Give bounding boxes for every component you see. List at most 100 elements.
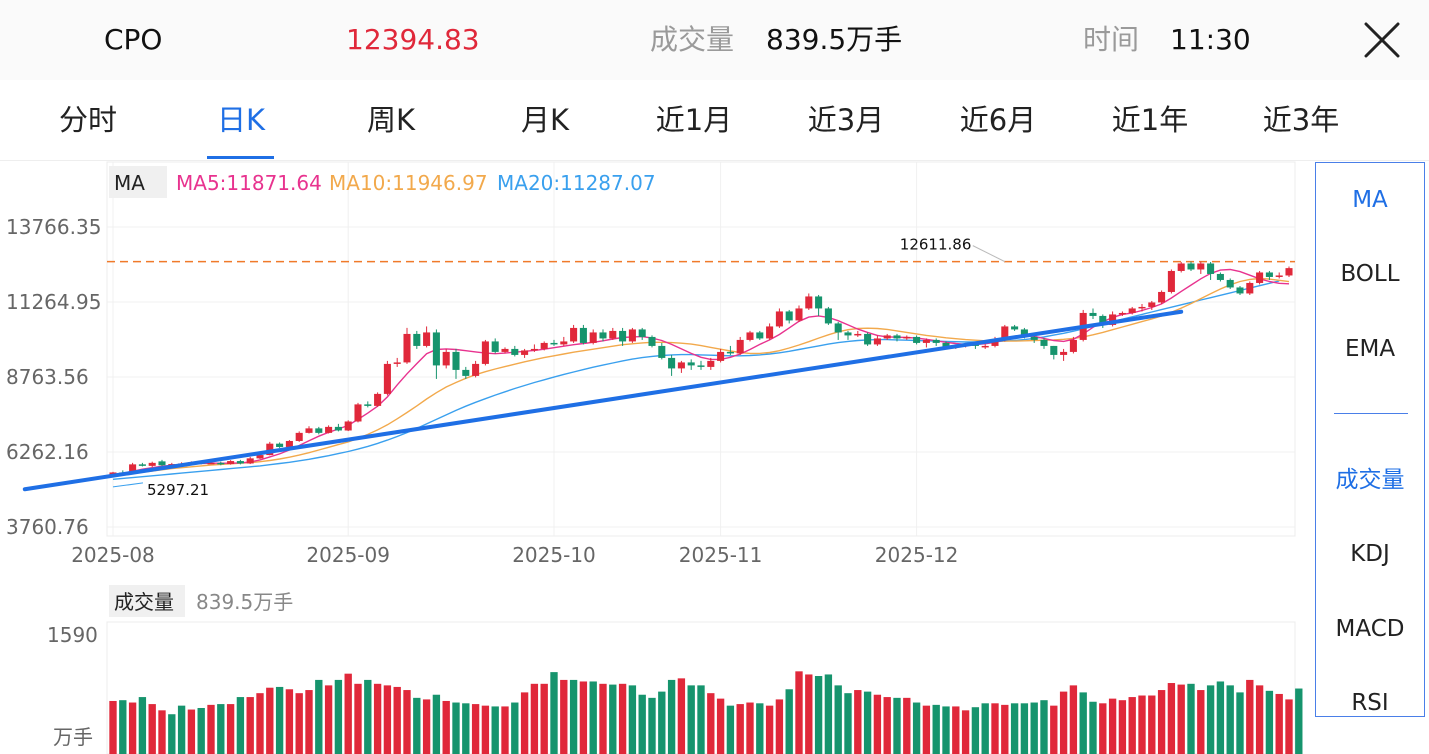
candle — [472, 360, 480, 378]
volume-bar — [373, 683, 382, 754]
candle-body — [374, 393, 382, 406]
tab-monthly-k[interactable]: 月K — [520, 103, 570, 137]
candle-body — [1148, 302, 1156, 307]
volume-panel: 成交量 839.5万手 1590 万手 — [47, 585, 1303, 754]
candle-body — [844, 332, 852, 336]
tab-1-year[interactable]: 近1年 — [1111, 103, 1189, 137]
tab-weekly-k[interactable]: 周K — [366, 103, 416, 137]
volume-bar — [912, 702, 921, 754]
indicator-volume[interactable]: 成交量 — [1335, 467, 1405, 493]
volume-value: 839.5万手 — [766, 23, 903, 56]
indicator-boll[interactable]: BOLL — [1340, 261, 1400, 287]
volume-bar — [609, 684, 617, 754]
tab-3-years[interactable]: 近3年 — [1262, 103, 1340, 137]
candle-body — [1020, 329, 1028, 337]
candle — [736, 336, 744, 355]
volume-bar — [579, 681, 588, 754]
volume-bar — [305, 690, 313, 754]
candle — [540, 341, 548, 351]
volume-bar — [716, 698, 725, 754]
candle — [854, 330, 862, 337]
candle-body — [1285, 268, 1293, 276]
candle-body — [217, 462, 225, 465]
volume-bar — [1255, 685, 1264, 754]
candle-body — [589, 332, 597, 343]
kline-chart[interactable]: 13766.35 11264.95 8763.56 6262.16 3760.7… — [0, 160, 1429, 754]
volume-bar — [1108, 698, 1117, 754]
volume-bar — [942, 706, 950, 754]
candle-body — [815, 296, 823, 309]
tab-1-month[interactable]: 近1月 — [655, 103, 733, 137]
min-leader-line — [112, 482, 144, 488]
candlesticks — [109, 261, 1293, 478]
candle-body — [334, 426, 342, 431]
tab-daily-k[interactable]: 日K — [216, 103, 266, 137]
candle — [1089, 308, 1097, 319]
indicator-macd[interactable]: MACD — [1335, 616, 1405, 642]
candle-body — [903, 336, 911, 339]
volume-bar — [1197, 690, 1205, 754]
ma-legend-tag — [109, 166, 167, 198]
candle — [922, 338, 930, 348]
extreme-annotations: 12611.86 5297.21 — [112, 236, 1006, 499]
indicator-rsi[interactable]: RSI — [1351, 690, 1389, 716]
volume-bar — [1236, 692, 1244, 754]
candle — [1275, 272, 1283, 279]
candle — [668, 354, 676, 376]
volume-bar — [1001, 704, 1009, 754]
candle-body — [393, 362, 401, 364]
candle-body — [276, 443, 284, 447]
candle — [932, 338, 940, 346]
tab-3-months[interactable]: 近3月 — [807, 103, 885, 137]
volume-bar — [1099, 703, 1107, 754]
volume-bar — [197, 707, 205, 754]
candle-body — [325, 426, 333, 433]
candle-body — [677, 362, 685, 369]
tab-intraday[interactable]: 分时 — [58, 103, 118, 137]
candle-body — [775, 311, 783, 327]
candle — [1138, 303, 1146, 312]
candle-body — [726, 351, 734, 354]
candle — [766, 323, 774, 340]
candle — [717, 348, 725, 363]
candle — [521, 348, 529, 358]
candle-body — [481, 341, 489, 364]
candle-body — [462, 369, 470, 376]
volume-bar — [648, 697, 656, 754]
candle-body — [1246, 282, 1254, 294]
candle — [1246, 281, 1254, 295]
volume-bar — [275, 686, 284, 754]
candle — [1187, 261, 1195, 271]
volume-bar — [677, 678, 686, 754]
volume-bar — [814, 676, 823, 754]
candle — [423, 326, 431, 348]
indicator-ema[interactable]: EMA — [1344, 336, 1396, 362]
volume-bar — [628, 685, 637, 754]
close-button[interactable] — [1360, 18, 1404, 62]
candle — [805, 293, 813, 310]
candle — [148, 461, 156, 468]
candle — [864, 332, 872, 346]
volume-bar — [736, 704, 744, 754]
volume-bar — [795, 671, 803, 754]
volume-bar — [138, 697, 147, 754]
indicator-kdj[interactable]: KDJ — [1350, 541, 1390, 567]
volume-bar — [1138, 695, 1146, 754]
candle-body — [423, 332, 431, 346]
volume-bar — [863, 691, 872, 754]
candle — [1265, 270, 1273, 280]
indicator-ma[interactable]: MA — [1352, 187, 1388, 213]
volume-bar — [756, 703, 764, 754]
candle-body — [256, 455, 264, 459]
volume-bar — [1226, 685, 1234, 754]
volume-bar — [785, 689, 793, 754]
candle-body — [1275, 275, 1283, 277]
volume-bar — [824, 674, 833, 754]
volume-bar — [893, 697, 901, 754]
volume-bar — [707, 693, 715, 754]
price-plot-frame — [106, 161, 1296, 537]
tab-6-months[interactable]: 近6月 — [959, 103, 1037, 137]
volume-bar — [422, 699, 431, 754]
volume-bar — [922, 705, 931, 754]
price-tick: 11264.95 — [6, 290, 101, 314]
